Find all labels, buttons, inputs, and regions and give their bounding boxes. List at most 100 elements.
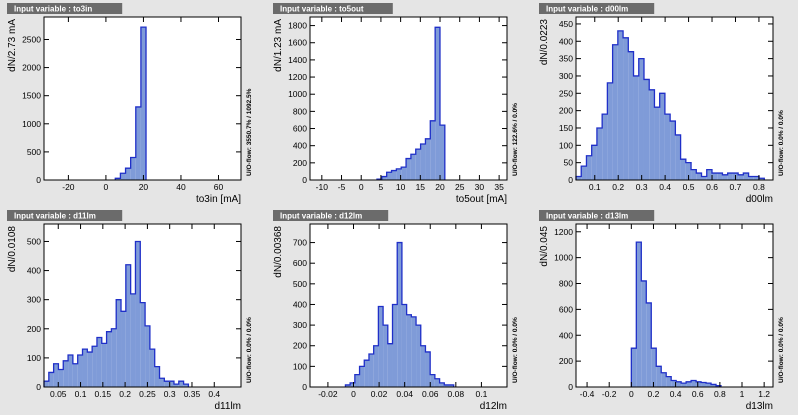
x-axis-label: to3in [mA] xyxy=(196,194,241,205)
histogram-bar xyxy=(633,75,639,180)
histogram-outline xyxy=(376,26,446,180)
x-tick-label: 30 xyxy=(475,182,485,192)
y-tick-label: 0 xyxy=(36,382,41,392)
overflow-label: U/O-flow: 122.6% / 0.0% xyxy=(512,103,519,176)
x-tick-label: 20 xyxy=(435,182,445,192)
histogram-bar xyxy=(701,382,707,387)
histogram-bar xyxy=(154,366,160,387)
histogram-bar xyxy=(145,325,150,387)
overflow-label: U/O-flow: 0.0% / 0.0% xyxy=(512,317,519,383)
histogram-bar xyxy=(391,170,397,180)
y-tick-label: 1400 xyxy=(288,55,307,65)
x-tick-label: 0.3 xyxy=(636,182,648,192)
x-tick-label: 35 xyxy=(494,182,504,192)
histogram-bar xyxy=(430,374,435,387)
histogram-bar xyxy=(596,127,603,180)
x-tick-label: -0.4 xyxy=(580,389,595,399)
x-tick-label: 0.1 xyxy=(589,182,601,192)
histogram-bar xyxy=(623,37,629,181)
histogram-outline xyxy=(344,241,455,387)
histogram-outline xyxy=(630,241,722,387)
x-tick-label: 0.08 xyxy=(448,389,465,399)
histogram-bar xyxy=(675,134,681,180)
histogram-bar xyxy=(82,349,88,387)
histogram-bar xyxy=(748,176,754,180)
histogram-bar xyxy=(345,384,351,387)
histogram-bar xyxy=(72,363,78,387)
histogram-bar xyxy=(178,381,184,387)
histogram-svg: -10 -5 0 5 10 15 20 25 30 35 0 200 400 600 800 1000 1200… xyxy=(273,3,519,205)
histogram-bar xyxy=(430,120,436,180)
x-tick-label: 0.5 xyxy=(683,182,695,192)
histogram-bar xyxy=(63,360,69,387)
histogram-bar xyxy=(130,157,136,180)
histogram-bar xyxy=(680,159,686,180)
histogram-bar xyxy=(612,44,618,180)
histogram-bar xyxy=(711,384,717,387)
chart-panel-d11lm: 0.05 0.1 0.15 0.2 0.25 0.3 0.35 0.4 0 100 200 300 40… xyxy=(0,207,266,414)
y-tick-label: 300 xyxy=(27,295,41,305)
histogram-bar xyxy=(591,145,597,180)
x-tick-label: 1.2 xyxy=(758,389,770,399)
y-tick-label: 500 xyxy=(293,279,307,289)
histogram-bar xyxy=(116,299,122,387)
histogram-bar xyxy=(685,162,692,180)
histogram-bar xyxy=(173,384,179,387)
histogram-bar xyxy=(631,348,637,387)
histogram-bar xyxy=(77,354,83,387)
histogram-bar xyxy=(701,176,707,180)
histogram-bar xyxy=(87,352,93,387)
histogram-bar xyxy=(406,158,411,180)
histogram-bar xyxy=(125,168,131,180)
y-axis-label: dN/1.23 mA xyxy=(273,19,284,72)
y-tick-label: 2000 xyxy=(22,63,41,73)
x-tick-label: 0.25 xyxy=(139,389,156,399)
histogram-bar xyxy=(183,384,189,387)
x-axis-label: d00lm xyxy=(746,194,773,205)
x-tick-label: 0 xyxy=(359,182,364,192)
histogram-bar xyxy=(420,345,426,387)
histogram-bar xyxy=(670,121,676,180)
histogram-bar xyxy=(602,114,608,180)
x-tick-label: 0.1 xyxy=(476,389,488,399)
histogram-bar xyxy=(364,360,369,387)
histogram-bar xyxy=(666,376,672,387)
overflow-label: U/O-flow: 0.0% / 0.0% xyxy=(778,110,785,176)
histogram-bar xyxy=(368,353,374,387)
histogram-bar xyxy=(121,311,126,387)
histogram-bar xyxy=(646,302,652,387)
histogram-svg: -0.02 0 0.02 0.04 0.06 0.08 0.1 0 100 200 300 400 50… xyxy=(273,210,519,412)
x-tick-label: 0.15 xyxy=(95,389,112,399)
x-axis-label: to5out [mA] xyxy=(456,194,507,205)
histogram-bar xyxy=(649,89,655,180)
histogram-bar xyxy=(411,316,417,387)
histogram-bar xyxy=(115,178,121,180)
y-tick-label: 350 xyxy=(559,54,573,64)
y-tick-label: 1200 xyxy=(288,72,307,82)
title-tag xyxy=(7,3,123,14)
y-tick-label: 200 xyxy=(293,158,307,168)
histogram-bar xyxy=(717,173,723,180)
y-tick-label: 100 xyxy=(293,361,307,371)
x-tick-label: 0.7 xyxy=(730,182,742,192)
histogram-bar xyxy=(53,363,59,387)
title-tag xyxy=(539,3,655,14)
y-tick-label: 400 xyxy=(559,36,573,46)
plot-frame xyxy=(575,223,774,388)
histogram-bar xyxy=(415,149,421,180)
histogram-bar xyxy=(617,30,624,180)
histogram-bar xyxy=(58,369,64,387)
x-tick-label: 40 xyxy=(176,182,186,192)
y-tick-label: 50 xyxy=(564,158,574,168)
y-tick-label: 300 xyxy=(293,320,307,330)
histogram-bar xyxy=(425,351,431,387)
x-tick-label: 0.04 xyxy=(396,389,413,399)
y-tick-label: 600 xyxy=(559,304,573,314)
y-tick-label: 0 xyxy=(302,175,307,185)
x-tick-label: 0.06 xyxy=(422,389,439,399)
histogram-bar xyxy=(444,384,450,387)
x-tick-label: 0.1 xyxy=(75,389,87,399)
histogram-bar xyxy=(397,242,402,387)
x-tick-label: -0.02 xyxy=(318,389,338,399)
